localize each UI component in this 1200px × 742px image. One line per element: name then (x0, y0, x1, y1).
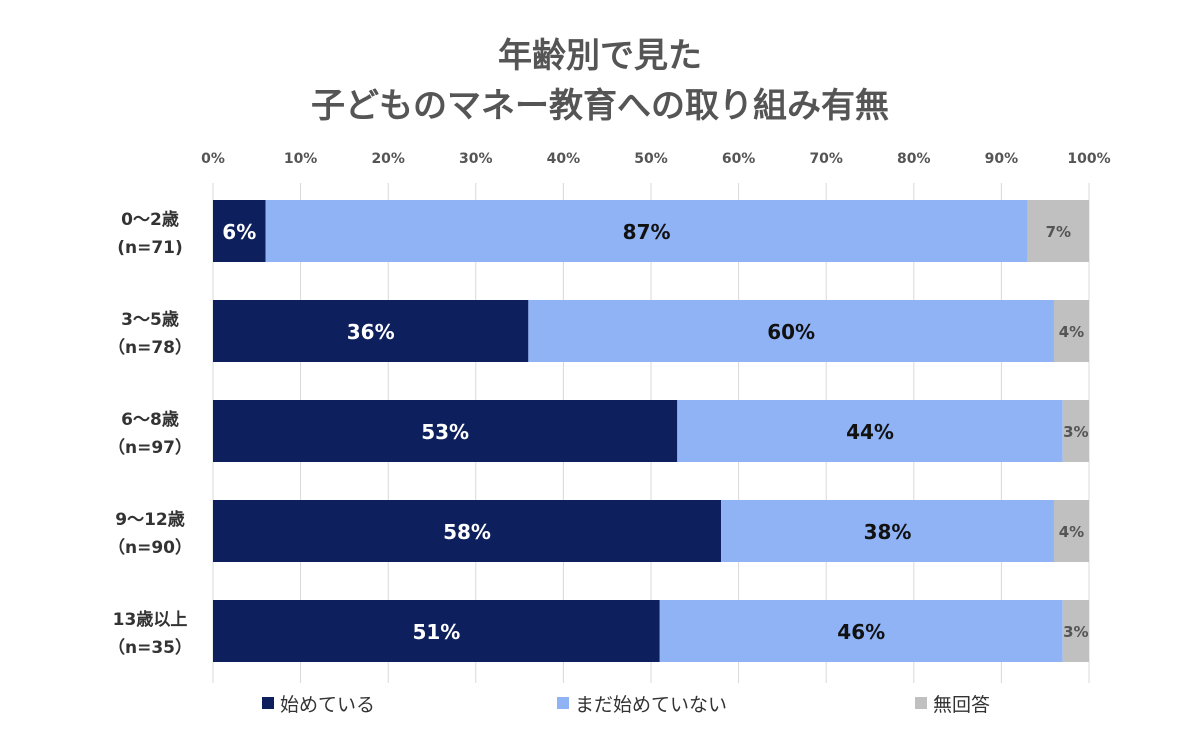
legend-item-not-started: まだ始めていない (557, 690, 727, 716)
bar-segment (1062, 400, 1089, 462)
category-label: 3～5歳 (121, 309, 179, 330)
data-label: 53% (421, 420, 469, 444)
data-label: 60% (767, 320, 815, 344)
legend-label-no-answer: 無回答 (933, 693, 991, 716)
data-label: 46% (837, 620, 885, 644)
data-label: 58% (443, 520, 491, 544)
legend-label-not-started: まだ始めていない (575, 693, 728, 716)
category-label: 6～8歳 (121, 409, 179, 430)
bar-segment (528, 300, 1054, 362)
x-tick-label: 90% (985, 151, 1019, 167)
x-tick-label: 60% (722, 151, 756, 167)
legend-item-started: 始めている (262, 690, 375, 716)
chart-title-line-2: 子どものマネー教育への取り組み有無 (311, 86, 889, 126)
bar-segment (213, 400, 678, 462)
x-tick-label: 70% (809, 151, 843, 167)
data-label: 3% (1063, 623, 1088, 641)
bar-segment (659, 600, 1063, 662)
x-tick-label: 30% (459, 151, 493, 167)
category-label: 13歳以上 (113, 609, 188, 630)
category-n-label: （n=97） (108, 437, 192, 458)
data-label: 4% (1059, 323, 1084, 341)
legend-swatch-not-started (557, 697, 569, 709)
bar-segment (213, 300, 529, 362)
bar-segment (677, 400, 1063, 462)
bar-segment (1053, 300, 1089, 362)
data-label: 4% (1059, 523, 1084, 541)
data-label: 44% (846, 420, 894, 444)
category-n-label: （n=35） (108, 637, 192, 658)
category-label: 0～2歳 (121, 209, 179, 230)
legend-item-no-answer: 無回答 (915, 690, 990, 716)
legend-label-started: 始めている (280, 693, 376, 716)
category-n-label: （n=90） (108, 537, 192, 558)
bar-segment (213, 200, 266, 262)
data-label: 7% (1046, 223, 1071, 241)
data-label: 51% (412, 620, 460, 644)
bar-segment (1053, 500, 1089, 562)
bar-segment (1027, 200, 1089, 262)
data-label: 3% (1063, 423, 1088, 441)
category-n-label: （n=78） (108, 337, 192, 358)
category-n-label: (n=71) (117, 238, 183, 258)
x-tick-label: 0% (201, 151, 225, 167)
data-label: 6% (222, 220, 256, 244)
data-label: 36% (347, 320, 395, 344)
data-label: 38% (864, 520, 912, 544)
x-tick-label: 10% (284, 151, 318, 167)
bar-segment (721, 500, 1054, 562)
legend-swatch-no-answer (915, 697, 927, 709)
legend-swatch-started (262, 697, 274, 709)
x-tick-label: 50% (634, 151, 668, 167)
bar-segment (213, 600, 660, 662)
bar-segment (1062, 600, 1089, 662)
x-tick-label: 80% (897, 151, 931, 167)
x-tick-label: 40% (547, 151, 581, 167)
chart-title-line-1: 年齢別で見た (498, 36, 702, 76)
data-label: 87% (623, 220, 671, 244)
category-label: 9～12歳 (115, 509, 185, 530)
bar-segment (265, 200, 1028, 262)
x-tick-label: 100% (1067, 151, 1110, 167)
x-tick-label: 20% (371, 151, 405, 167)
bar-segment (213, 500, 722, 562)
